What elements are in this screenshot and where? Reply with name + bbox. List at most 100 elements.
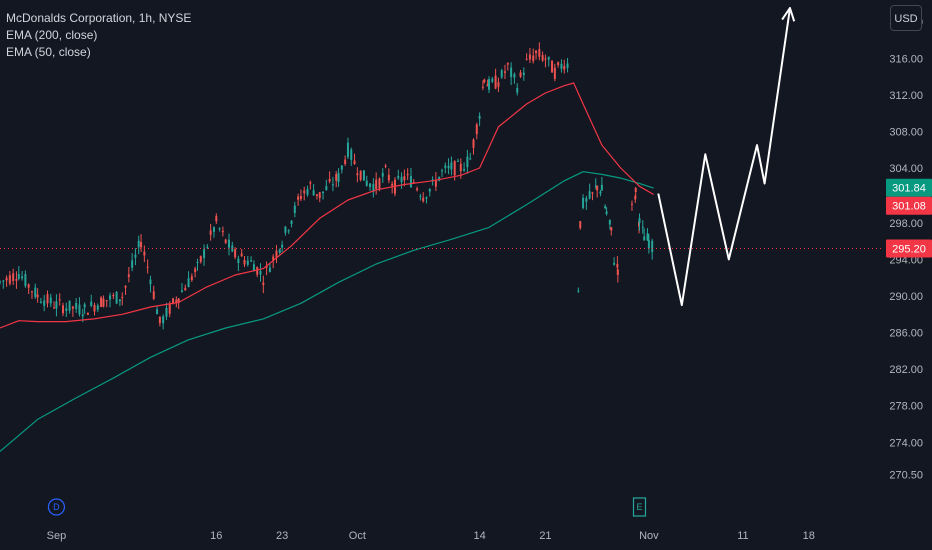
projection-arrowhead [781,7,796,22]
candle-body [152,291,155,299]
candle-body [272,256,275,261]
candle-body [535,50,538,54]
candle-body [434,179,437,187]
time-axis[interactable]: Sep 16 23 Oct 14 21 Nov 11 18 [47,530,815,542]
price-tick-label: 270.50 [889,469,923,481]
candle-body [416,188,419,191]
candle-body [566,63,569,68]
candle-body [209,230,212,235]
candle-body [541,55,544,61]
candle-body [184,287,187,291]
candle-body [15,279,18,281]
candle-body [127,274,130,277]
candle-body [299,195,302,200]
candle-body [403,176,406,181]
candle-body [616,269,619,275]
candlestick-series [0,42,654,330]
candle-body [156,309,159,315]
currency-button[interactable]: USD [890,5,922,31]
candle-body [243,259,246,265]
candle-body [224,239,227,243]
candle-body [337,172,340,182]
candle-body [0,281,1,283]
candle-body [206,246,209,248]
candle-body [278,249,281,253]
candle-body [27,284,30,288]
candle-body [284,226,287,233]
price-axis[interactable]: 320.00316.00312.00308.00304.00298.00294.… [889,17,923,482]
candle-body [513,73,516,78]
candle-body [453,160,456,176]
candle-body [143,251,146,256]
candle-body [599,191,602,194]
candle-body [481,86,484,88]
price-tag-label: 301.84 [892,183,926,195]
candle-body [616,263,619,268]
candle-body [486,84,489,87]
candle-body [516,87,519,93]
candle-body [112,294,115,297]
candle-body [203,249,206,258]
candle-body [322,191,325,194]
time-tick-label: Oct [349,530,366,542]
legend-ema50[interactable]: EMA (50, close) [6,45,91,59]
candle-body [359,170,362,181]
price-tick-label: 290.00 [889,291,923,303]
candle-body [118,299,121,302]
candle-body [221,230,224,233]
time-tick-label: 11 [737,530,748,542]
candle-body [346,142,349,157]
candle-body [215,216,218,222]
candle-body [17,273,20,279]
candle-body [71,306,74,309]
candle-body [643,236,646,241]
candle-body [30,291,33,293]
legend-ema200[interactable]: EMA (200, close) [6,28,98,42]
candle-body [630,203,633,205]
candle-body [447,165,450,169]
candle-body [387,174,390,181]
price-tick-label: 298.00 [889,218,923,230]
candle-body [165,307,168,317]
candle-body [634,188,637,193]
candle-body [100,297,103,308]
candle-body [75,302,78,309]
candle-body [469,158,472,160]
candle-body [149,279,152,285]
candle-body [105,300,108,302]
candle-body [422,197,425,202]
candle-body [475,124,478,135]
candle-body [328,179,331,182]
candle-body [557,62,560,66]
price-tick-label: 278.00 [889,401,923,413]
candle-body [340,165,343,170]
candle-body [441,170,443,172]
candle-body [134,254,137,258]
candle-body [638,218,641,224]
candle-body [604,206,607,209]
candle-body [532,55,535,62]
candle-body [525,58,528,60]
dividend-marker-icon[interactable] [47,498,66,516]
candle-body [378,178,381,189]
candle-body [463,169,466,171]
price-tick-label: 274.00 [889,437,923,449]
candle-body [43,300,46,306]
candle-body [237,258,240,264]
candle-body [419,196,422,198]
candle-body [409,176,412,188]
candle-body [585,198,588,202]
candle-body [504,71,507,73]
candle-body [353,160,356,165]
candle-body [646,233,649,241]
candle-body [5,277,8,281]
price-tick-label: 312.00 [889,90,923,102]
time-tick-label: Nov [639,530,659,542]
candle-body [350,149,353,160]
candle-body [212,227,215,232]
earnings-marker-icon[interactable] [632,497,647,517]
candle-body [39,301,42,303]
legend-title[interactable]: McDonalds Corporation, 1h, NYSE [6,11,192,25]
